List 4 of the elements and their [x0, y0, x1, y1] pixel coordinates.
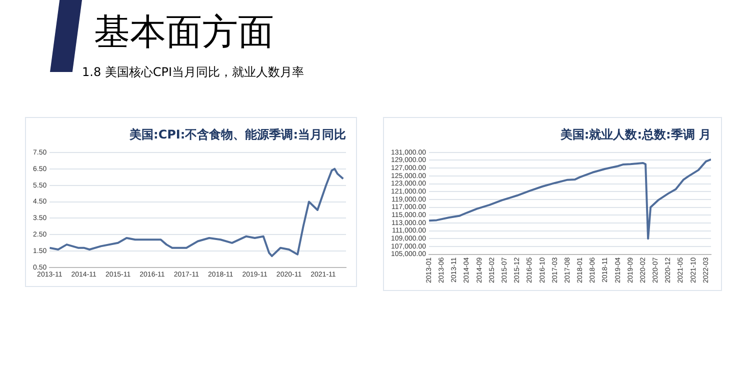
text: 1.8 美国核心CPI当月同比，就业人数月率 — [82, 64, 304, 81]
chart-title: 美国:就业人数:总数:季调 月 — [559, 127, 711, 142]
chart-title: 美国:CPI:不含食物、能源季调:当月同比 — [128, 127, 346, 142]
text: 基本面方面 — [94, 11, 274, 55]
